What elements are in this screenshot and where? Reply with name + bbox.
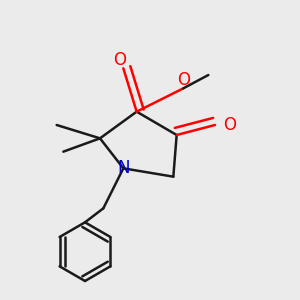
Text: O: O bbox=[113, 51, 127, 69]
Text: O: O bbox=[177, 71, 190, 89]
Text: O: O bbox=[223, 116, 236, 134]
Text: N: N bbox=[117, 159, 130, 177]
